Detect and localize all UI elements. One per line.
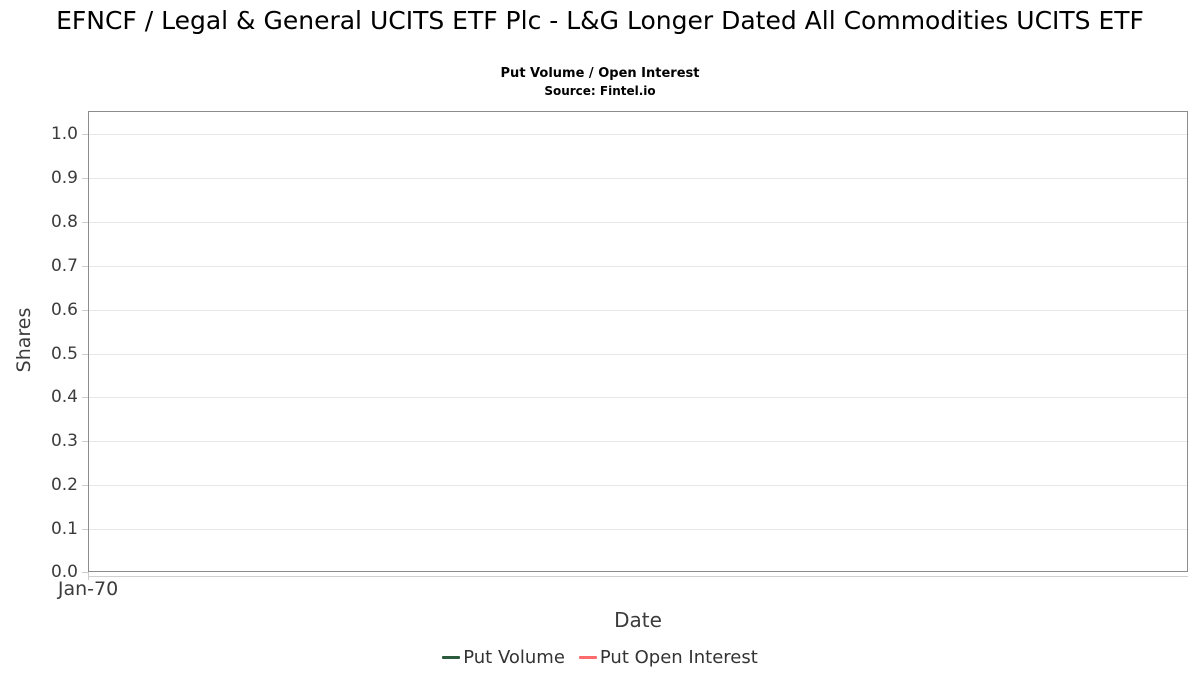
- y-tick-label: 0.0: [50, 562, 78, 582]
- gridline: [89, 441, 1187, 443]
- put-open-interest-line-icon: [578, 656, 597, 659]
- legend: Put Volume Put Open Interest: [0, 647, 1200, 668]
- y-tick-label: 0.6: [50, 299, 78, 320]
- gridline: [89, 529, 1187, 531]
- plot-area: 0.0 0.1 0.2 0.3 0.4 0.5 0.6 0.7 0.8 0.9 1.0: [51, 111, 1188, 582]
- y-axis-tick: [82, 134, 88, 135]
- y-axis-tick: [82, 353, 88, 355]
- gridline: [89, 177, 1187, 179]
- y-tick-label: 0.7: [50, 255, 78, 276]
- y-tick-label: 0.1: [50, 519, 78, 540]
- y-axis-tick: [82, 441, 88, 443]
- y-tick-label: 0.9: [50, 167, 78, 188]
- chart-subtitle: Put Volume / Open Interest: [500, 66, 700, 81]
- y-axis-tick: [82, 572, 88, 573]
- legend-label: Put Volume: [463, 647, 565, 668]
- legend-item-put-volume[interactable]: Put Volume: [442, 647, 565, 668]
- legend-label: Put Open Interest: [599, 647, 758, 668]
- gridline: [89, 265, 1187, 267]
- y-tick-label: 0.2: [50, 475, 78, 496]
- x-axis-title: Date: [614, 608, 662, 632]
- y-axis-tick: [82, 177, 88, 179]
- chart-title: EFNCF / Legal & General UCITS ETF Plc - …: [56, 6, 1144, 35]
- y-tick-label: 1.0: [50, 124, 78, 144]
- y-tick-label: 0.5: [50, 343, 78, 364]
- y-tick-label: 0.3: [50, 431, 78, 452]
- gridline: [89, 353, 1187, 355]
- gridline: [89, 221, 1187, 223]
- x-tick-label: Jan-70: [57, 578, 119, 600]
- y-axis-tick: [82, 529, 88, 531]
- x-axis-tick: [88, 572, 89, 580]
- legend-item-put-open-interest[interactable]: Put Open Interest: [578, 647, 758, 668]
- y-tick-label: 0.8: [50, 211, 78, 232]
- gridline: [89, 397, 1187, 399]
- y-axis-tick: [82, 221, 88, 223]
- y-axis-tick: [82, 265, 88, 267]
- put-volume-line-icon: [442, 656, 461, 659]
- gridline: [89, 485, 1187, 487]
- y-tick-label: 0.4: [50, 387, 78, 408]
- y-axis-tick: [82, 397, 88, 399]
- y-axis-title: Shares: [13, 307, 35, 373]
- x-axis-line: [88, 576, 1188, 577]
- y-axis-tick: [82, 309, 88, 311]
- gridline: [89, 309, 1187, 311]
- source-label: Source: Fintel.io: [544, 84, 656, 98]
- y-axis-tick: [82, 485, 88, 487]
- gridline: [89, 134, 1187, 135]
